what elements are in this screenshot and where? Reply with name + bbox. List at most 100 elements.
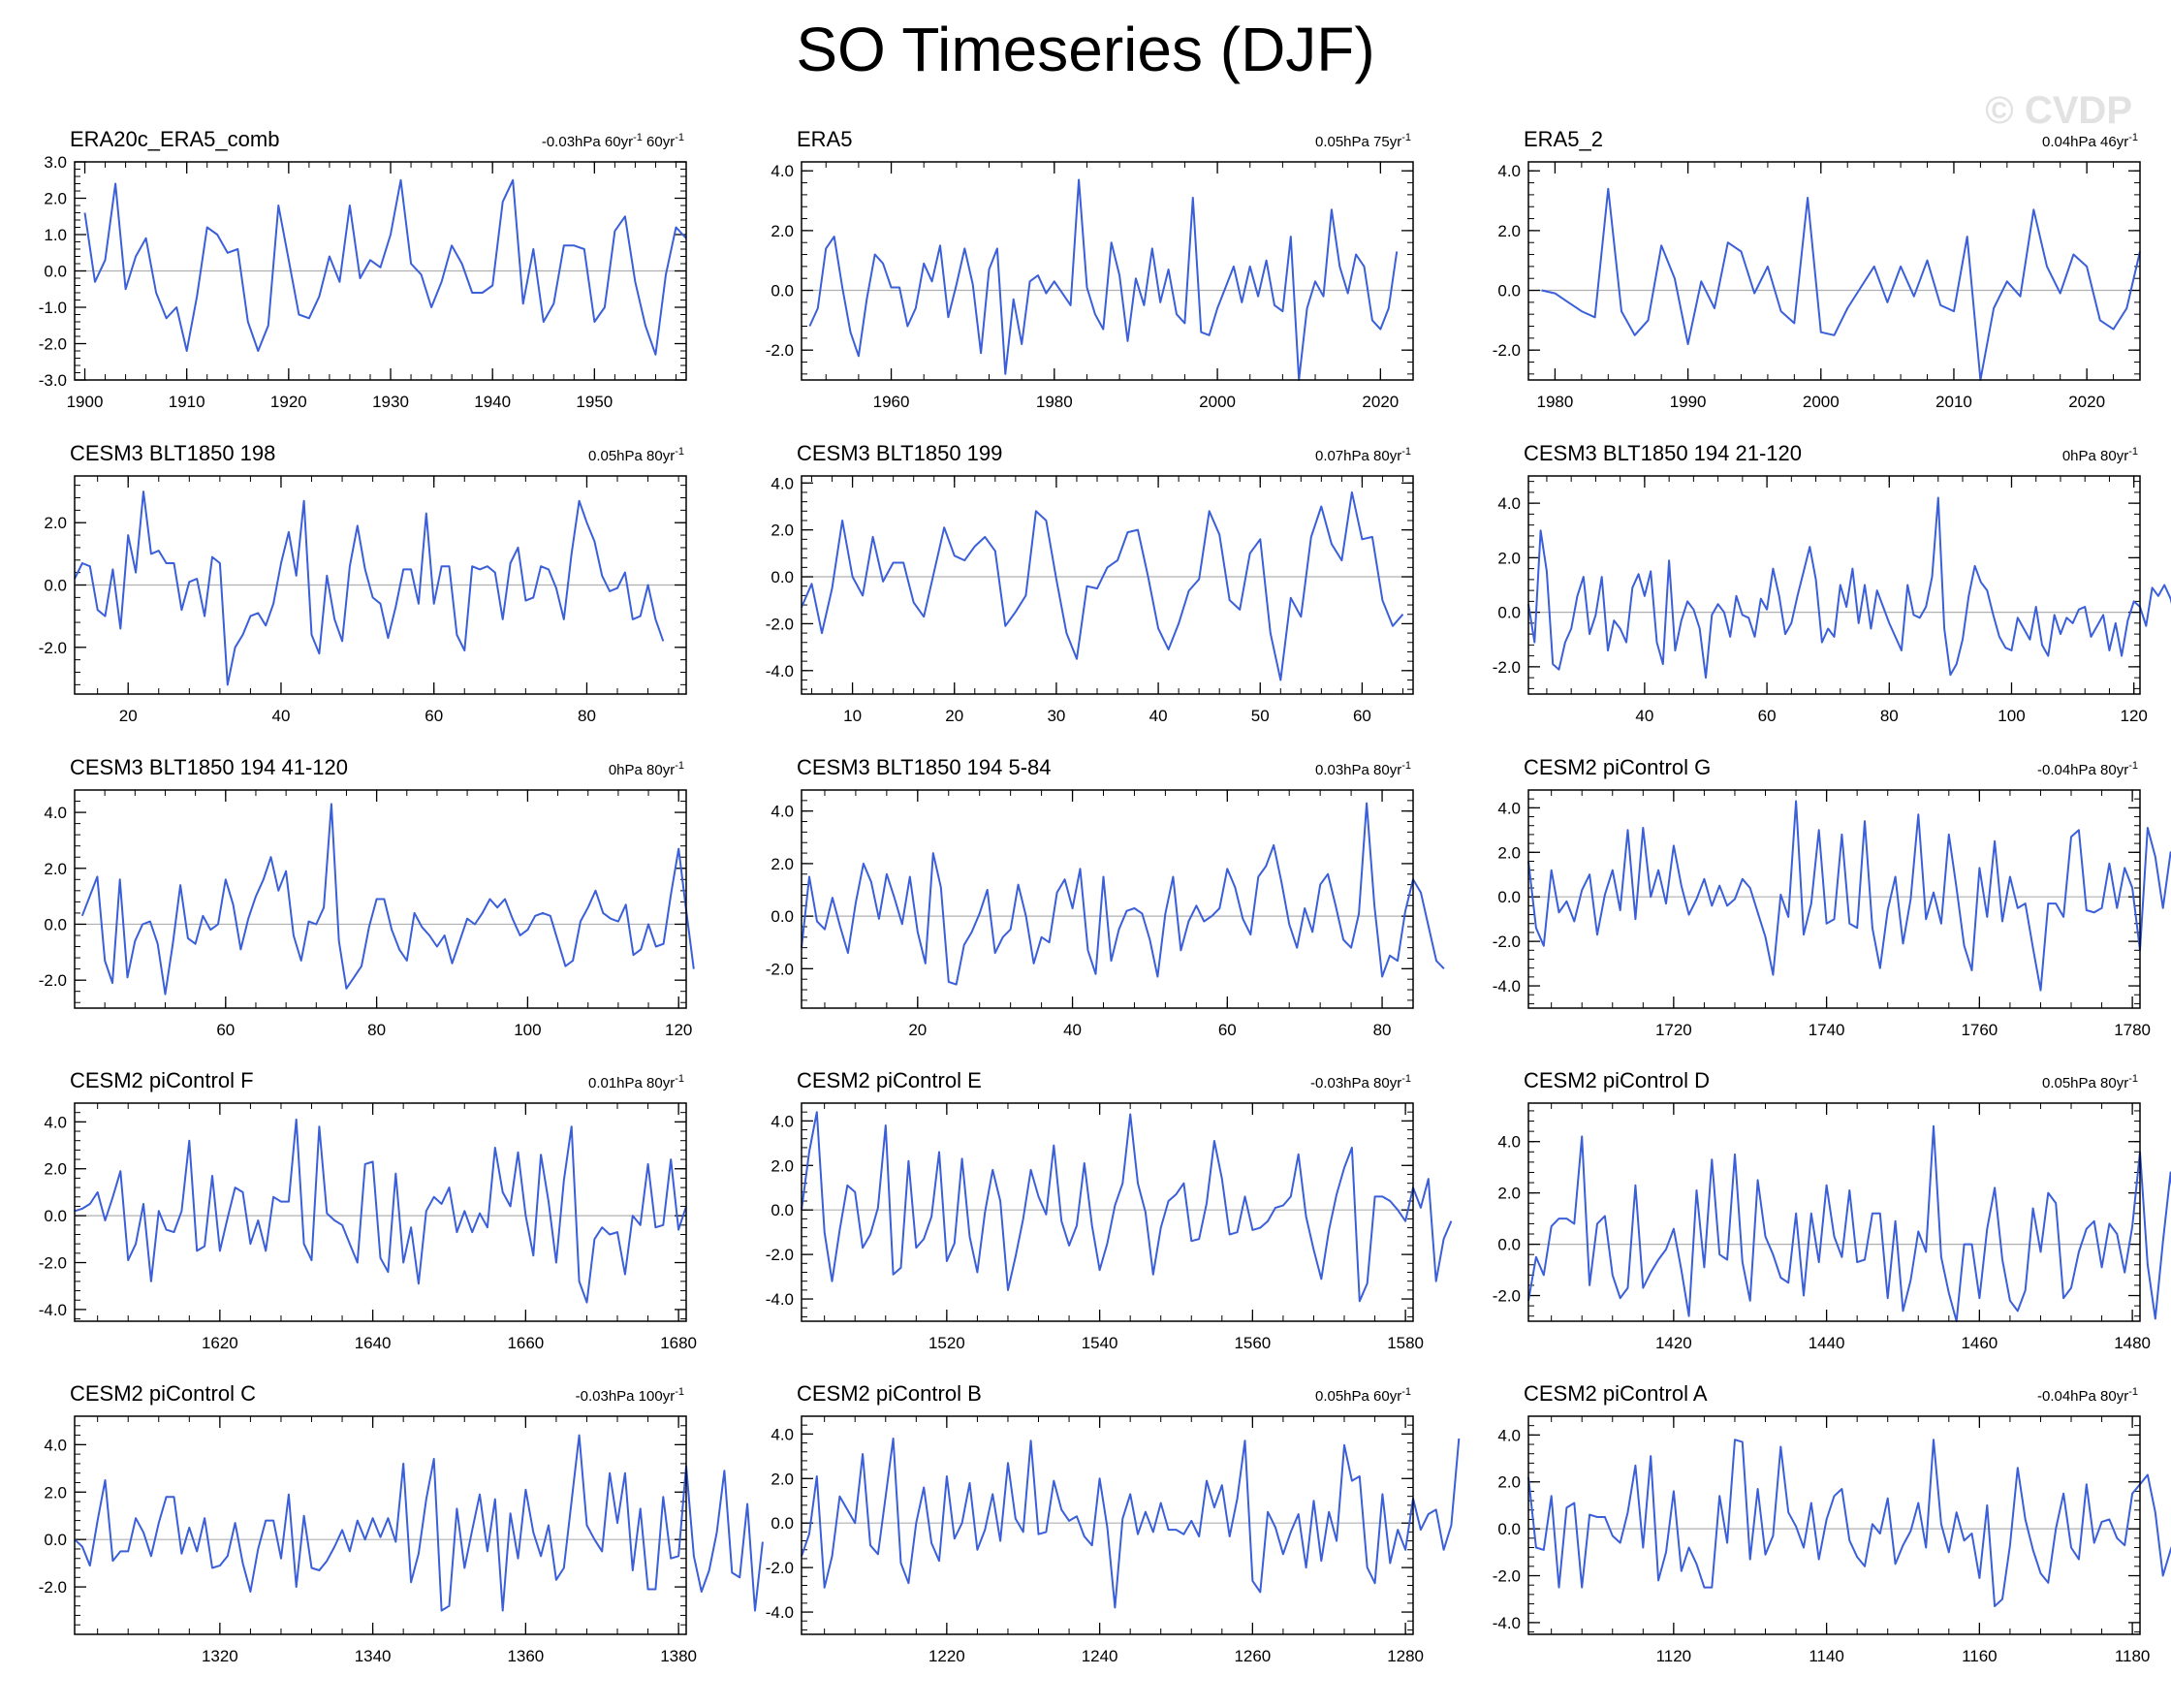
y-tick-label: -2.0 — [39, 971, 67, 990]
y-tick-label: 3.0 — [44, 153, 67, 172]
plot-frame — [74, 1102, 687, 1322]
y-tick-label: 0.0 — [771, 1514, 794, 1533]
y-tick-label: -4.0 — [1493, 1614, 1521, 1632]
y-tick-label: 4.0 — [771, 803, 794, 821]
x-tick-label: 1180 — [2115, 1647, 2151, 1665]
y-tick-label: 0.0 — [44, 1207, 67, 1225]
x-tick-label: 1440 — [1809, 1334, 1845, 1352]
x-tick-label: 1980 — [1036, 393, 1073, 411]
x-tick-label: 20 — [119, 707, 138, 725]
panel-6: CESM3 BLT1850 194 21-120 0hPa 80yr-1 -2.0 0… — [1493, 441, 2171, 725]
x-tick-label: 1340 — [355, 1647, 392, 1665]
x-tick-label: 60 — [1353, 707, 1371, 725]
series-line — [1541, 187, 2141, 381]
panel-13: CESM2 piControl C -0.03hPa 100yr-1 -2.0 0.0… — [39, 1381, 764, 1665]
x-tick-label: 1980 — [1537, 393, 1574, 411]
x-tick-label: 1380 — [660, 1647, 697, 1665]
trend-text: -0.04hPa 80yr — [2037, 762, 2128, 778]
y-tick-label: -2.0 — [766, 341, 794, 360]
trend-exponent: -1 — [675, 760, 684, 772]
y-tick-label: 0.0 — [771, 1201, 794, 1219]
trend-text-2: 60yr — [643, 134, 675, 150]
y-tick-label: 1.0 — [44, 226, 67, 244]
y-tick-label: -2.0 — [39, 639, 67, 657]
panel-title: CESM3 BLT1850 198 — [70, 441, 275, 465]
panel-2: ERA5 0.05hPa 75yr-1 -2.0 0.0 2.0 4.0 1960 1980 2… — [766, 127, 1414, 411]
y-tick-label: 2.0 — [44, 1160, 67, 1179]
trend-label: 0.03hPa 80yr-1 — [1315, 760, 1411, 778]
trend-exponent: -1 — [2128, 446, 2138, 458]
series-line — [74, 1434, 764, 1612]
trend-exponent: -1 — [2128, 760, 2138, 772]
y-tick-label: 4.0 — [1497, 494, 1521, 513]
x-tick-label: 1520 — [928, 1334, 965, 1352]
x-tick-label: 1360 — [507, 1647, 544, 1665]
plot-frame — [1527, 475, 2141, 695]
panel-title: CESM2 piControl E — [797, 1068, 982, 1092]
trend-exponent: -1 — [675, 1073, 684, 1085]
series-line — [1527, 496, 2171, 680]
panel-11: CESM2 piControl E -0.03hPa 80yr-1 -4.0 -2.0… — [766, 1068, 1453, 1352]
x-tick-label: 1660 — [507, 1334, 544, 1352]
y-tick-label: -4.0 — [766, 1290, 794, 1309]
panel-title: ERA20c_ERA5_comb — [70, 127, 279, 151]
y-tick-label: 4.0 — [44, 804, 67, 822]
y-tick-label: -2.0 — [39, 1578, 67, 1597]
y-tick-label: 2.0 — [771, 855, 794, 873]
series-line — [801, 1111, 1453, 1303]
y-tick-label: 4.0 — [1497, 162, 1521, 180]
trend-exponent: -1 — [2128, 1073, 2138, 1085]
trend-exponent-2: -1 — [675, 132, 684, 143]
panel-title: CESM3 BLT1850 194 5-84 — [797, 755, 1052, 779]
x-tick-label: 60 — [425, 707, 443, 725]
trend-label: -0.04hPa 80yr-1 — [2037, 1386, 2138, 1405]
panel-title: CESM2 piControl G — [1524, 755, 1711, 779]
panel-12: CESM2 piControl D 0.05hPa 80yr-1 -2.0 0.0 2.… — [1493, 1068, 2171, 1352]
x-tick-label: 1940 — [474, 393, 511, 411]
x-tick-label: 1540 — [1082, 1334, 1118, 1352]
y-tick-label: 4.0 — [771, 162, 794, 180]
y-tick-label: 2.0 — [1497, 1185, 1521, 1203]
panel-7: CESM3 BLT1850 194 41-120 0hPa 80yr-1 -2.0 0… — [39, 755, 695, 1039]
trend-text: -0.03hPa 60yr — [542, 134, 633, 150]
y-tick-label: 0.0 — [771, 907, 794, 926]
panel-title: CESM3 BLT1850 194 41-120 — [70, 755, 348, 779]
x-tick-label: 1240 — [1082, 1647, 1118, 1665]
panel-9: CESM2 piControl G -0.04hPa 80yr-1 -4.0 -2.0… — [1493, 755, 2171, 1039]
y-tick-label: 2.0 — [44, 1483, 67, 1502]
y-tick-label: 0.0 — [1497, 282, 1521, 300]
trend-exponent: -1 — [2128, 132, 2138, 143]
x-tick-label: 1910 — [169, 393, 205, 411]
trend-label: 0.05hPa 60yr-1 — [1315, 1386, 1411, 1405]
panel-title: CESM2 piControl B — [797, 1381, 982, 1406]
x-tick-label: 2000 — [1803, 393, 1840, 411]
trend-label: -0.04hPa 80yr-1 — [2037, 760, 2138, 778]
panel-10: CESM2 piControl F 0.01hPa 80yr-1 -4.0 -2.0 0… — [39, 1068, 697, 1352]
y-tick-label: -2.0 — [1493, 1287, 1521, 1306]
x-tick-label: 1580 — [1387, 1334, 1424, 1352]
y-tick-label: 2.0 — [771, 1156, 794, 1175]
x-tick-label: 10 — [843, 707, 862, 725]
x-tick-label: 1680 — [660, 1334, 697, 1352]
x-tick-label: 1260 — [1234, 1647, 1271, 1665]
plot-frame — [74, 161, 687, 381]
panel-title: CESM2 piControl C — [70, 1381, 256, 1406]
trend-exponent: -1 — [1401, 132, 1411, 143]
trend-label: 0.05hPa 80yr-1 — [2042, 1073, 2138, 1091]
plot-frame — [801, 161, 1414, 381]
x-tick-label: 1960 — [873, 393, 910, 411]
y-tick-label: -2.0 — [1493, 933, 1521, 951]
trend-exponent: -1 — [1401, 446, 1411, 458]
panel-15: CESM2 piControl A -0.04hPa 80yr-1 -4.0 -2.0… — [1493, 1381, 2171, 1665]
x-tick-label: 1760 — [1961, 1021, 1998, 1039]
y-tick-label: 0.0 — [1497, 604, 1521, 622]
panel-title: CESM2 piControl D — [1524, 1068, 1710, 1092]
series-line — [1527, 800, 2171, 992]
x-tick-label: 50 — [1251, 707, 1270, 725]
y-tick-label: -2.0 — [39, 335, 67, 354]
y-tick-label: 2.0 — [1497, 222, 1521, 240]
x-tick-label: 1900 — [67, 393, 104, 411]
trend-text: -0.03hPa 80yr — [1310, 1075, 1401, 1091]
y-tick-label: -2.0 — [1493, 1567, 1521, 1586]
